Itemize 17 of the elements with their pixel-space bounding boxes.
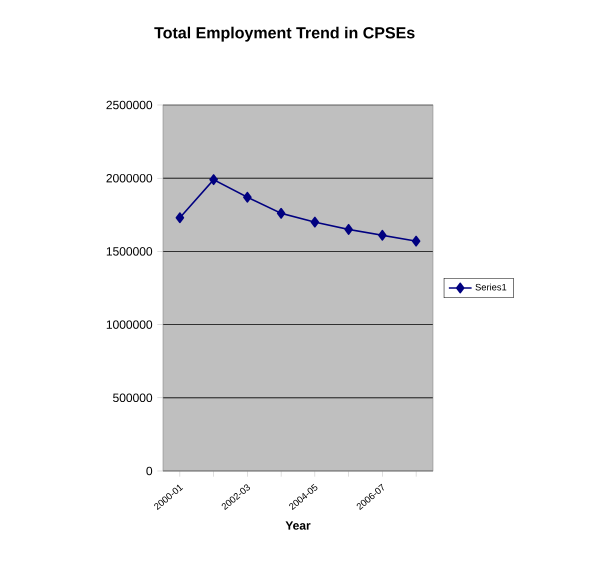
point	[243, 192, 252, 203]
point	[378, 230, 387, 241]
point	[176, 212, 184, 224]
point	[209, 174, 218, 186]
chart-title: Total Employment Trend in CPSEs	[154, 26, 415, 42]
y-tick-label: 1500000	[106, 247, 152, 256]
y-tick-label: 0	[146, 466, 152, 476]
y-tick-label: 1000000	[106, 320, 152, 329]
point	[344, 224, 353, 235]
y-tick-label: 500000	[113, 394, 152, 402]
y-tick-label: 2500000	[106, 100, 152, 110]
x-axis-title: Year	[286, 521, 310, 530]
legend-label: Series1	[475, 284, 506, 290]
y-tick-label: 2000000	[106, 174, 152, 182]
point	[310, 216, 320, 228]
point	[412, 236, 420, 247]
point	[276, 208, 286, 219]
